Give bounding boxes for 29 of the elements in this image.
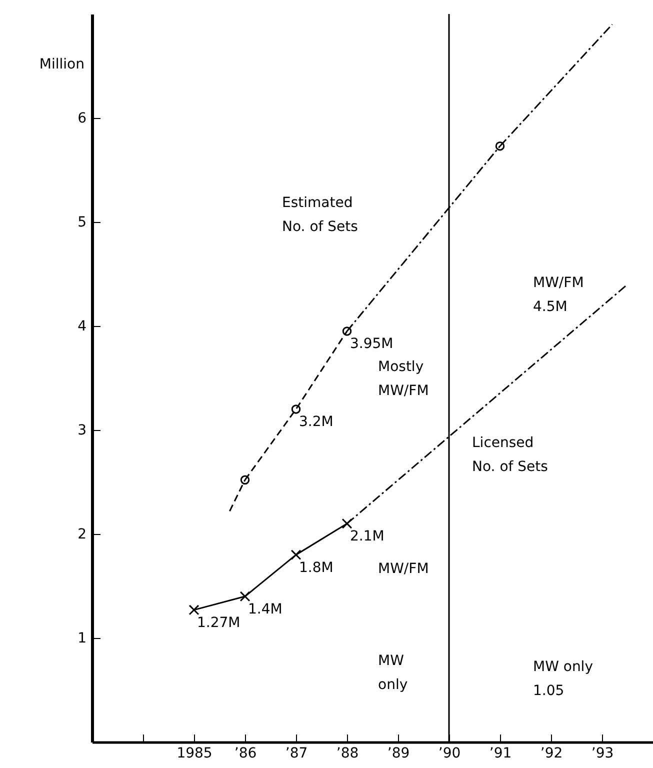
- annotation: MW/FM: [378, 561, 429, 577]
- data-label: 1.27M: [197, 614, 240, 631]
- y-tick-label: 2: [78, 526, 86, 542]
- y-tick-label: 5: [78, 214, 86, 230]
- annotation: MW/FM 4.5M: [533, 275, 584, 315]
- y-tick-label: 1: [78, 630, 86, 646]
- x-tick-label: ’88: [336, 746, 359, 762]
- annotation: MW only: [378, 653, 408, 693]
- annotation: MW only 1.05: [533, 659, 593, 699]
- x-tick-label: ’92: [540, 746, 563, 762]
- annotation: Estimated No. of Sets: [282, 195, 358, 235]
- x-tick-label: ’87: [285, 746, 308, 762]
- x-tick-label: ’86: [234, 746, 257, 762]
- x-tick-label: 1985: [176, 746, 212, 762]
- data-label: 1.8M: [299, 560, 334, 576]
- annotation: Mostly MW/FM: [378, 359, 429, 399]
- data-label: 3.2M: [299, 414, 334, 430]
- y-tick-label: 6: [78, 110, 87, 126]
- data-label: 1.4M: [248, 601, 282, 618]
- data-label: 3.95M: [350, 336, 394, 352]
- y-tick-label: 4: [78, 318, 87, 334]
- annotation: Licensed No. of Sets: [472, 435, 548, 475]
- y-axis-title: Million: [39, 56, 84, 72]
- x-tick-label: ’91: [489, 746, 512, 762]
- x-tick-label: ’93: [591, 746, 614, 762]
- x-tick-label: ’90: [438, 746, 461, 762]
- data-label: 2.1M: [350, 528, 384, 545]
- y-tick-label: 3: [78, 422, 86, 438]
- x-tick-label: ’89: [387, 746, 410, 762]
